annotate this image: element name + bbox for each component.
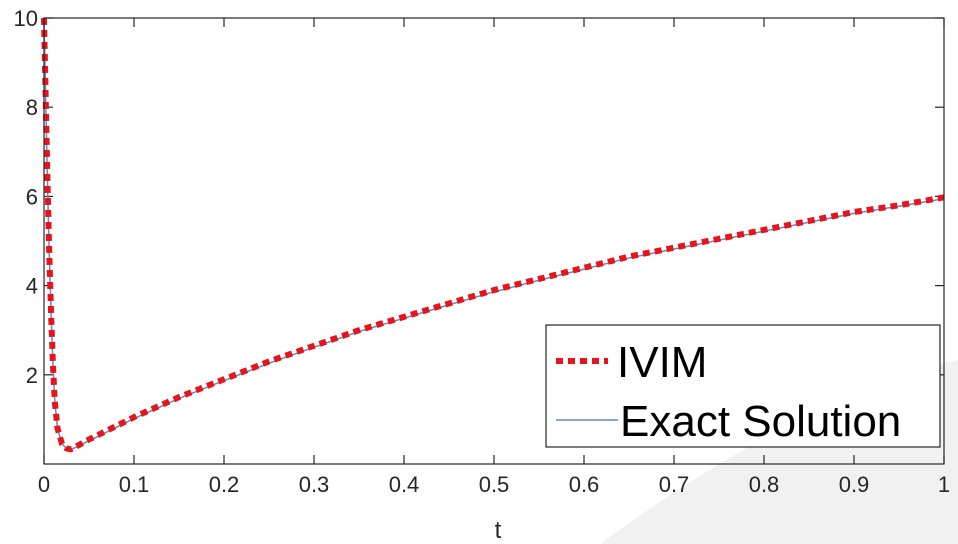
plot-frame xyxy=(43,17,945,465)
x-tick-label: 0.4 xyxy=(389,472,420,497)
x-axis-label: t xyxy=(495,517,502,544)
legend-label-ivim: IVIM xyxy=(617,338,707,387)
x-tick-label: 0.2 xyxy=(209,472,240,497)
legend-label-exact: Exact Solution xyxy=(620,397,901,446)
legend: IVIM Exact Solution xyxy=(545,324,941,448)
x-tick-label: 0.7 xyxy=(659,472,690,497)
x-tick-label: 0.5 xyxy=(479,472,510,497)
x-tick-label: 0.8 xyxy=(749,472,780,497)
x-tick-label: 1 xyxy=(938,472,950,497)
y-tick-label: 10 xyxy=(14,6,38,31)
series-line-ivim xyxy=(41,17,945,453)
x-tick-label: 0 xyxy=(38,472,50,497)
x-tick-label: 0.3 xyxy=(299,472,330,497)
y-tick-label: 8 xyxy=(26,95,38,120)
y-tick-label: 2 xyxy=(26,363,38,388)
legend-box xyxy=(545,324,941,448)
x-tick-label: 0.9 xyxy=(839,472,870,497)
y-tick-label: 4 xyxy=(26,274,38,299)
axis-ticks: 0 0.1 0.2 0.3 0.4 0.5 0.6 0.7 0.8 0.9 1 2 4 6 8 10 xyxy=(14,6,951,497)
x-tick-label: 0.6 xyxy=(569,472,600,497)
y-tick-label: 6 xyxy=(26,184,38,209)
x-tick-label: 0.1 xyxy=(119,472,150,497)
series-layer xyxy=(41,17,945,453)
